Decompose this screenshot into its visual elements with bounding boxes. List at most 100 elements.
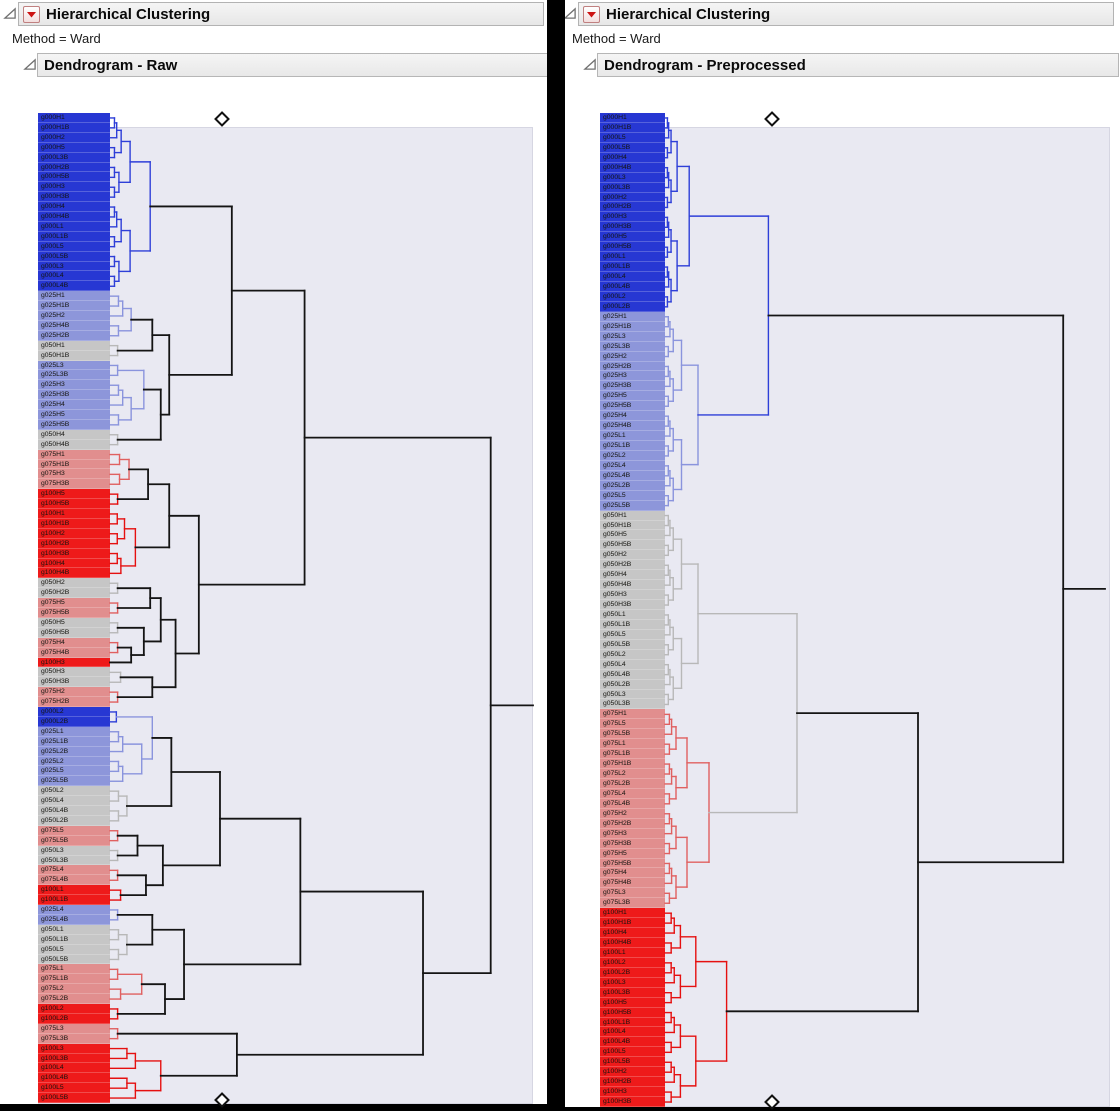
disclosure-triangle-icon[interactable] — [23, 58, 37, 71]
leaf-row[interactable]: g000H3 — [38, 182, 110, 192]
leaf-row[interactable]: g025H3B — [38, 390, 110, 400]
leaf-row[interactable]: g000H5B — [600, 242, 665, 252]
dendrogram-plot-preprocessed[interactable] — [600, 127, 1110, 1107]
leaf-row[interactable]: g100H5B — [600, 1008, 665, 1018]
leaf-row[interactable]: g025H4 — [38, 400, 110, 410]
leaf-row[interactable]: g025L4 — [38, 905, 110, 915]
leaf-row[interactable]: g075H4B — [600, 878, 665, 888]
leaf-row[interactable]: g000L4B — [600, 282, 665, 292]
leaf-row[interactable]: g100L4B — [38, 1073, 110, 1083]
leaf-row[interactable]: g100L5B — [38, 1093, 110, 1103]
leaf-row[interactable]: g050H3 — [600, 590, 665, 600]
leaf-row[interactable]: g025L3 — [600, 332, 665, 342]
disclosure-triangle-icon[interactable] — [583, 58, 597, 71]
leaf-row[interactable]: g100L5 — [38, 1083, 110, 1093]
leaf-row[interactable]: g100H3B — [38, 549, 110, 559]
leaf-row[interactable]: g100H4 — [600, 928, 665, 938]
leaf-row[interactable]: g050H1B — [600, 521, 665, 530]
leaf-row[interactable]: g025H5 — [38, 410, 110, 420]
leaf-row[interactable]: g025H2B — [38, 331, 110, 341]
leaf-row[interactable]: g025L5B — [600, 501, 665, 511]
leaf-row[interactable]: g100H3B — [600, 1097, 665, 1107]
leaf-row[interactable]: g100H4B — [600, 938, 665, 948]
leaf-row[interactable]: g000L1B — [600, 262, 665, 272]
leaf-row[interactable]: g050L2 — [600, 650, 665, 660]
leaf-row[interactable]: g050H5 — [600, 530, 665, 540]
leaf-row[interactable]: g075H1B — [600, 759, 665, 769]
leaf-row[interactable]: g000H2 — [600, 193, 665, 202]
leaf-row[interactable]: g025L2B — [38, 747, 110, 757]
leaf-row[interactable]: g075L4B — [600, 799, 665, 809]
leaf-row[interactable]: g050H1 — [600, 511, 665, 521]
leaf-row[interactable]: g025H2 — [600, 352, 665, 362]
leaf-row[interactable]: g000H3 — [600, 212, 665, 222]
leaf-row[interactable]: g075H5 — [600, 849, 665, 859]
leaf-row[interactable]: g000H5 — [38, 143, 110, 153]
leaf-row[interactable]: g000H4 — [600, 153, 665, 163]
leaf-row[interactable]: g025L4B — [38, 915, 110, 925]
leaf-row[interactable]: g025L2B — [600, 481, 665, 491]
leaf-row[interactable]: g025H1 — [38, 291, 110, 301]
leaf-row[interactable]: g000L2 — [600, 292, 665, 302]
leaf-row[interactable]: g075L5B — [38, 836, 110, 846]
leaf-row[interactable]: g000L5 — [600, 133, 665, 143]
leaf-row[interactable]: g100H5 — [38, 489, 110, 499]
cluster-cut-diamond-handle[interactable] — [214, 1092, 230, 1108]
leaf-row[interactable]: g100H3 — [600, 1087, 665, 1097]
leaf-row[interactable]: g025L5 — [600, 491, 665, 501]
leaf-row[interactable]: g100L1 — [38, 885, 110, 895]
leaf-row[interactable]: g075H1 — [38, 450, 110, 460]
leaf-row[interactable]: g100L2B — [38, 1014, 110, 1024]
leaf-row[interactable]: g075L2 — [600, 769, 665, 779]
leaf-row[interactable]: g050L3 — [600, 690, 665, 699]
leaf-row[interactable]: g000L5 — [38, 242, 110, 252]
leaf-row[interactable]: g025L4 — [600, 461, 665, 471]
leaf-row[interactable]: g025L1B — [38, 737, 110, 747]
dendrogram-header-preprocessed[interactable]: Dendrogram - Preprocessed — [597, 53, 1119, 77]
outline-header-raw[interactable]: Hierarchical Clustering — [18, 2, 544, 26]
leaf-row[interactable]: g050H3B — [38, 677, 110, 687]
red-triangle-menu-icon[interactable] — [583, 5, 600, 23]
leaf-row[interactable]: g050H4B — [38, 440, 110, 450]
leaf-row[interactable]: g050L3 — [38, 846, 110, 856]
dendrogram-header-raw[interactable]: Dendrogram - Raw — [37, 53, 550, 77]
leaf-row[interactable]: g050L4 — [38, 796, 110, 806]
leaf-row[interactable]: g075H3B — [38, 479, 110, 489]
leaf-row[interactable]: g025H4B — [38, 321, 110, 331]
leaf-row[interactable]: g000L3B — [600, 183, 665, 193]
leaf-row[interactable]: g025L4B — [600, 471, 665, 481]
leaf-row[interactable]: g050L5 — [600, 630, 665, 640]
leaf-row[interactable]: g050L3B — [38, 856, 110, 865]
leaf-row[interactable]: g050H5B — [38, 628, 110, 638]
leaf-row[interactable]: g000L2B — [38, 717, 110, 727]
leaf-row[interactable]: g000H1 — [38, 113, 110, 123]
leaf-row[interactable]: g075L3B — [600, 898, 665, 908]
leaf-row[interactable]: g100L4 — [38, 1063, 110, 1073]
leaf-row[interactable]: g100L3B — [38, 1054, 110, 1063]
leaf-row[interactable]: g075H2B — [600, 819, 665, 829]
leaf-row[interactable]: g075L3 — [38, 1024, 110, 1034]
leaf-row[interactable]: g075L3B — [38, 1034, 110, 1044]
leaf-row[interactable]: g000L1 — [600, 252, 665, 262]
leaf-row[interactable]: g000H3B — [38, 192, 110, 202]
leaf-row[interactable]: g000H5B — [38, 172, 110, 182]
leaf-row[interactable]: g000L3B — [38, 153, 110, 163]
leaf-row[interactable]: g000L4 — [600, 272, 665, 282]
leaf-row[interactable]: g075L2 — [38, 984, 110, 994]
leaf-row[interactable]: g050H2 — [600, 550, 665, 560]
red-triangle-menu-icon[interactable] — [23, 5, 40, 23]
leaf-row[interactable]: g000H4 — [38, 202, 110, 212]
dendrogram-plot-raw[interactable] — [38, 127, 533, 1104]
leaf-row[interactable]: g100L1 — [600, 948, 665, 958]
leaf-row[interactable]: g075H1 — [600, 709, 665, 719]
leaf-row[interactable]: g100H2B — [38, 539, 110, 549]
leaf-row[interactable]: g000H1B — [38, 123, 110, 133]
leaf-row[interactable]: g000H5 — [600, 232, 665, 242]
leaf-row[interactable]: g000L1B — [38, 232, 110, 242]
leaf-row[interactable]: g050L2B — [600, 680, 665, 690]
leaf-row[interactable]: g100H1 — [38, 509, 110, 519]
leaf-row[interactable]: g000L1 — [38, 222, 110, 232]
leaf-row[interactable]: g075H3 — [38, 469, 110, 479]
leaf-row[interactable]: g050L2B — [38, 816, 110, 826]
leaf-row[interactable]: g100L3 — [38, 1044, 110, 1054]
